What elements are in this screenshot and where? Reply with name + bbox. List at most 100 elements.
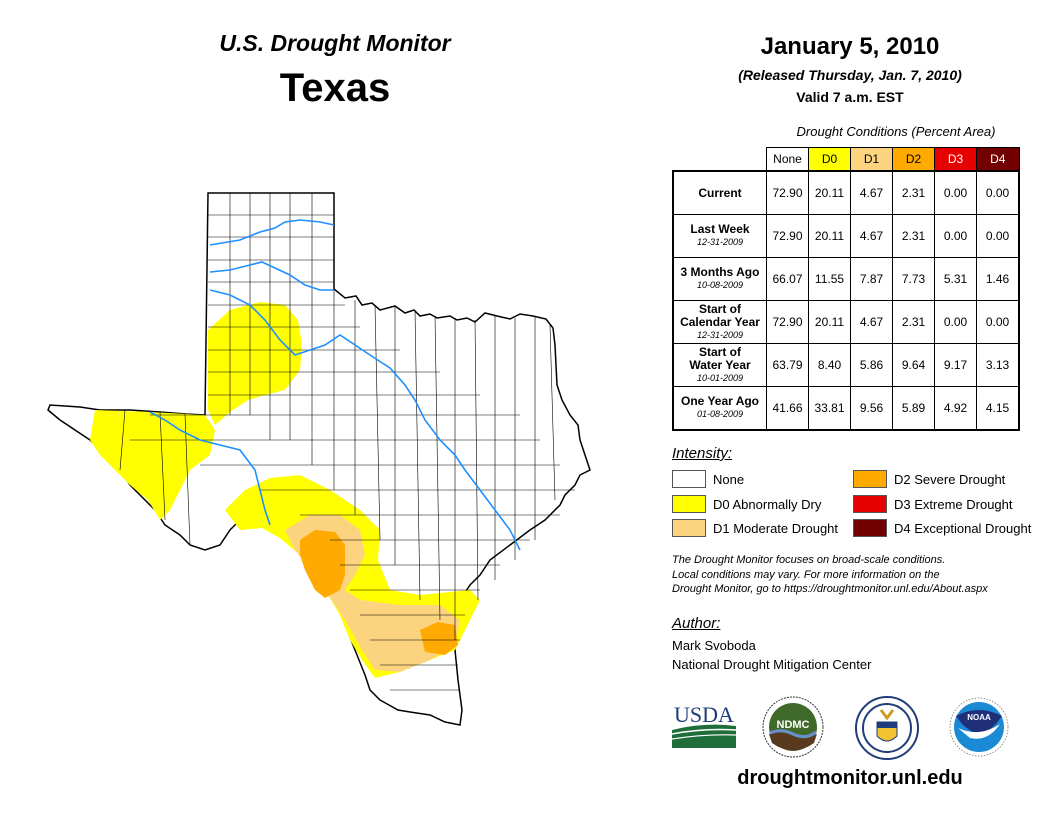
legend-swatch <box>853 519 887 537</box>
table-row: Start of Calendar Year 12-31-2009 72.90 20.1… <box>672 300 1020 344</box>
cell-d0: 8.40 <box>808 343 851 387</box>
row-label-text: One Year Ago <box>680 394 760 408</box>
legend-item-d4: D4 Exceptional Drought <box>853 519 1031 537</box>
legend-label: D1 Moderate Drought <box>713 520 839 536</box>
usda-logo: USDA <box>672 702 736 748</box>
cell-d4: 0.00 <box>976 300 1020 344</box>
row-label-text-2: Water Year <box>689 357 751 372</box>
state-title: Texas <box>279 66 391 110</box>
legend-swatch <box>672 470 706 488</box>
legend-item-d0: D0 Abnormally Dry <box>672 495 821 513</box>
rivers <box>149 219 521 551</box>
cell-d3: 4.92 <box>934 386 977 431</box>
cell-d3: 0.00 <box>934 170 977 215</box>
legend-item-d2: D2 Severe Drought <box>853 470 1005 488</box>
row-label-text: 3 Months Ago <box>680 265 760 279</box>
note-line: Local conditions may vary. For more info… <box>672 568 940 581</box>
legend-label: D4 Exceptional Drought <box>894 520 1032 536</box>
cell-d1: 4.67 <box>850 300 893 344</box>
cell-d2: 5.89 <box>892 386 935 431</box>
row-date: 01-08-2009 <box>696 409 744 419</box>
cell-d4: 3.13 <box>976 343 1020 387</box>
legend-label: None <box>713 471 745 487</box>
legend-item-d1: D1 Moderate Drought <box>672 519 838 537</box>
d2-area-south-2 <box>420 622 458 655</box>
cell-d3: 9.17 <box>934 343 977 387</box>
row-label-text: Start of <box>699 344 741 359</box>
disclaimer-note: The Drought Monitor focuses on broad-sca… <box>672 553 1042 597</box>
row-label: 3 Months Ago 10-08-2009 <box>672 257 767 301</box>
col-d1: D1 <box>850 147 893 172</box>
legend-label: D0 Abnormally Dry <box>713 496 822 512</box>
cell-d4: 4.15 <box>976 386 1020 431</box>
commerce-seal-logo <box>855 696 919 760</box>
cell-d3: 5.31 <box>934 257 977 301</box>
table-row: 3 Months Ago 10-08-2009 66.07 11.55 7.87 7.73… <box>672 257 1020 301</box>
map-title: U.S. Drought Monitor <box>219 30 451 56</box>
d0-area-panhandle <box>208 302 302 425</box>
note-line: The Drought Monitor focuses on broad-sca… <box>672 554 946 566</box>
row-label: One Year Ago 01-08-2009 <box>672 386 767 431</box>
col-none: None <box>766 147 809 172</box>
cell-d0: 20.11 <box>808 214 851 258</box>
row-date: 12-31-2009 <box>696 237 744 247</box>
cell-d0: 33.81 <box>808 386 851 431</box>
row-date: 10-08-2009 <box>696 280 744 290</box>
row-date: 12-31-2009 <box>696 329 744 340</box>
drought-conditions-table: None D0 D1 D2 D3 D4 Current 72.90 20.11 4.6… <box>672 147 1020 431</box>
release-date: (Released Thursday, Jan. 7, 2010) <box>738 67 962 83</box>
county-lines <box>119 193 575 691</box>
legend-item-d3: D3 Extreme Drought <box>853 495 1013 513</box>
col-d2: D2 <box>892 147 935 172</box>
author-org: National Drought Mitigation Center <box>672 657 872 672</box>
valid-time: Valid 7 a.m. EST <box>796 89 904 105</box>
row-label: Start of Water Year 10-01-2009 <box>672 343 767 387</box>
website-link[interactable]: droughtmonitor.unl.edu <box>737 767 963 789</box>
author-name: Mark Svoboda <box>672 638 756 653</box>
cell-none: 41.66 <box>766 386 809 431</box>
legend-swatch <box>853 470 887 488</box>
cell-d0: 20.11 <box>808 170 851 215</box>
table-title: Drought Conditions (Percent Area) <box>796 124 996 139</box>
cell-d4: 0.00 <box>976 170 1020 215</box>
cell-d4: 1.46 <box>976 257 1020 301</box>
row-label: Last Week 12-31-2009 <box>672 214 767 258</box>
cell-d1: 7.87 <box>850 257 893 301</box>
cell-d2: 2.31 <box>892 170 935 215</box>
texas-drought-map <box>47 192 591 726</box>
ndmc-logo-text: NDMC <box>777 719 810 731</box>
legend-swatch <box>672 519 706 537</box>
table-row: Current 72.90 20.11 4.67 2.31 0.00 0.00 <box>672 170 1020 215</box>
col-d3: D3 <box>934 147 977 172</box>
legend-label: D2 Severe Drought <box>894 471 1006 487</box>
cell-d1: 5.86 <box>850 343 893 387</box>
row-label-text: Current <box>698 185 742 200</box>
cell-none: 72.90 <box>766 214 809 258</box>
table-row: Start of Water Year 10-01-2009 63.79 8.40 5.8… <box>672 343 1020 387</box>
row-label-text-2: Calendar Year <box>680 314 760 329</box>
usda-logo-text: USDA <box>674 702 734 727</box>
col-d4: D4 <box>976 147 1020 172</box>
header-blank <box>673 148 767 172</box>
ndmc-logo: NDMC <box>762 696 824 758</box>
cell-d1: 4.67 <box>850 170 893 215</box>
cell-d0: 20.11 <box>808 300 851 344</box>
row-label-text: Start of <box>699 301 741 316</box>
cell-d1: 4.67 <box>850 214 893 258</box>
table-row: One Year Ago 01-08-2009 41.66 33.81 9.56 5.89… <box>672 386 1020 431</box>
row-label-text: Last Week <box>690 222 750 236</box>
cell-d3: 0.00 <box>934 214 977 258</box>
cell-none: 66.07 <box>766 257 809 301</box>
row-label: Current <box>672 170 767 215</box>
cell-d2: 2.31 <box>892 214 935 258</box>
cell-none: 63.79 <box>766 343 809 387</box>
noaa-logo-text: NOAA <box>967 713 991 722</box>
row-date: 10-01-2009 <box>696 372 744 383</box>
legend-label: D3 Extreme Drought <box>894 496 1013 512</box>
cell-d2: 2.31 <box>892 300 935 344</box>
map-date: January 5, 2010 <box>760 33 940 60</box>
cell-d0: 11.55 <box>808 257 851 301</box>
col-d0: D0 <box>808 147 851 172</box>
legend-swatch <box>853 495 887 513</box>
d0-area-trans-pecos <box>90 410 215 520</box>
